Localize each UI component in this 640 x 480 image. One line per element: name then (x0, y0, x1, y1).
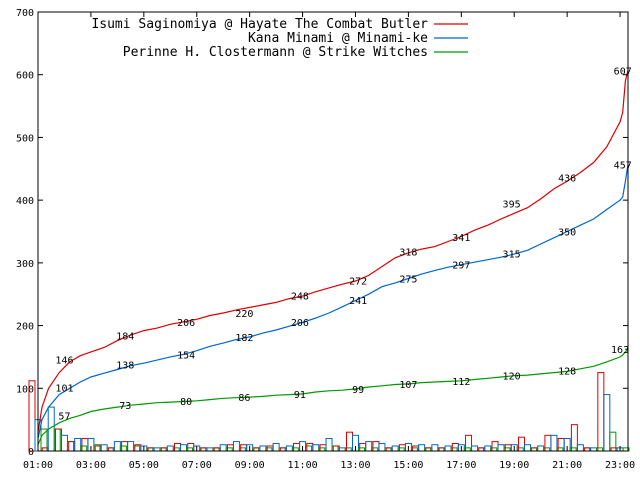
data-label: 138 (116, 360, 134, 371)
bar-blue (232, 441, 240, 452)
data-label: 206 (291, 318, 309, 329)
data-label: 395 (503, 199, 521, 210)
bar-blue (325, 437, 333, 452)
data-label: 73 (119, 401, 131, 412)
y-tick-label: 700 (16, 8, 34, 19)
legend: Isumi Saginomiya @ Hayate The Combat But… (91, 17, 468, 60)
bar-blue (272, 442, 280, 452)
x-tick-label: 07:00 (182, 460, 212, 471)
data-label: 154 (177, 350, 195, 361)
bar-blue (113, 441, 121, 452)
bar-blue (444, 445, 452, 452)
data-label: 220 (235, 309, 253, 320)
y-tick-label: 600 (16, 71, 34, 82)
bar-blue (471, 445, 479, 452)
x-tick-label: 01:00 (23, 460, 53, 471)
x-tick-label: 19:00 (499, 460, 529, 471)
data-label: 112 (452, 377, 470, 388)
bar-blue (576, 444, 584, 452)
x-tick-label: 13:00 (340, 460, 370, 471)
data-label: 163 (611, 345, 629, 356)
bar-blue (550, 434, 558, 452)
legend-label: Perinne H. Clostermann @ Strike Witches (123, 45, 428, 60)
bar-blue (365, 441, 373, 452)
y-tick-label: 400 (16, 196, 34, 207)
bar-blue (418, 444, 426, 452)
data-label: 457 (614, 160, 632, 171)
x-tick-label: 15:00 (393, 460, 423, 471)
legend-label: Isumi Saginomiya @ Hayate The Combat But… (91, 17, 428, 32)
data-label: 272 (349, 276, 367, 287)
data-label: 341 (452, 233, 470, 244)
series-lines (37, 70, 629, 445)
data-label: 184 (116, 332, 134, 343)
bar-blue (60, 434, 68, 452)
bar-red (570, 424, 578, 452)
legend-label: Kana Minami @ Minami-ke (248, 31, 428, 46)
data-label: 107 (399, 380, 417, 391)
data-label: 57 (58, 411, 70, 422)
data-label: 146 (55, 355, 73, 366)
data-label: 86 (238, 393, 250, 404)
data-labels: 146 184 206 220 248 272 318 341 395 436 607 101 138 1… (55, 66, 631, 422)
data-label: 206 (177, 318, 195, 329)
bar-blue (180, 444, 188, 452)
bar-red (597, 372, 605, 452)
bar-blue (259, 445, 267, 452)
data-label: 120 (503, 372, 521, 383)
bar-blue (378, 442, 386, 452)
data-label: 80 (180, 397, 192, 408)
x-tick-label: 23:00 (605, 460, 635, 471)
data-label: 297 (452, 261, 470, 272)
bar-blue (603, 394, 611, 452)
x-tick-label: 03:00 (76, 460, 106, 471)
bar-red (28, 380, 36, 452)
data-label: 241 (349, 296, 367, 307)
data-label: 248 (291, 291, 309, 302)
y-tick-label: 100 (16, 384, 34, 395)
y-tick-label: 200 (16, 322, 34, 333)
data-label: 436 (558, 174, 576, 185)
data-label: 318 (399, 248, 417, 259)
x-tick-label: 21:00 (552, 460, 582, 471)
x-axis: 01:00 03:00 05:00 07:00 09:00 11:00 13:00 15:00… (23, 12, 635, 471)
plot-frame (37, 11, 629, 452)
bar-blue (166, 445, 174, 452)
data-label: 607 (614, 66, 632, 77)
bar-blue (537, 445, 545, 452)
bar-blue (312, 444, 320, 452)
series-line-2 (37, 164, 629, 439)
y-axis: 0 100 200 300 400 500 600 700 (16, 8, 628, 458)
y-tick-label: 300 (16, 259, 34, 270)
data-label: 91 (294, 390, 306, 401)
data-label: 315 (503, 249, 521, 260)
series-line-3 (37, 348, 629, 445)
bar-blue (431, 444, 439, 452)
bar-blue (497, 444, 505, 452)
bar-blue (391, 445, 399, 452)
data-label: 101 (55, 384, 73, 395)
bar-blue (127, 441, 135, 452)
x-tick-label: 17:00 (446, 460, 476, 471)
bar-blue (484, 445, 492, 452)
bar-blue (219, 444, 227, 452)
y-tick-label: 0 (28, 447, 34, 458)
bar-blue (523, 444, 531, 452)
data-label: 182 (235, 333, 253, 344)
x-tick-label: 09:00 (235, 460, 265, 471)
x-tick-label: 11:00 (288, 460, 318, 471)
bar-blue (100, 444, 108, 452)
x-tick-label: 05:00 (129, 460, 159, 471)
y-tick-label: 500 (16, 133, 34, 144)
data-label: 350 (558, 228, 576, 239)
data-label: 99 (352, 385, 364, 396)
data-label: 128 (558, 367, 576, 378)
bar-blue (74, 437, 82, 452)
series-line-1 (37, 70, 629, 433)
bar-blue (285, 445, 293, 452)
data-label: 275 (399, 275, 417, 286)
